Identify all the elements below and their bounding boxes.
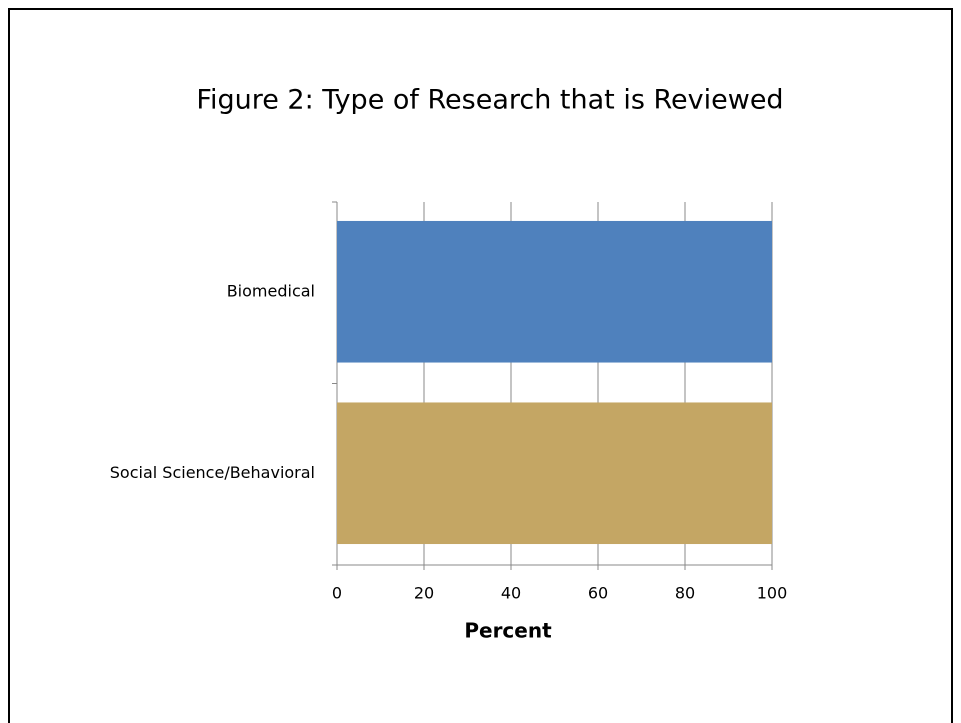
x-tick-label: 60: [588, 584, 608, 603]
x-axis-label: Percent: [464, 619, 552, 643]
x-tick-label: 20: [414, 584, 434, 603]
y-tick-label: Biomedical: [227, 281, 315, 300]
bar: [337, 402, 772, 545]
x-tick-label: 80: [675, 584, 695, 603]
x-tick-label: 100: [757, 584, 788, 603]
chart-title: Figure 2: Type of Research that is Revie…: [196, 85, 783, 116]
y-tick-label: Social Science/Behavioral: [110, 463, 315, 482]
x-tick-label: 0: [332, 584, 342, 603]
bar: [337, 220, 772, 363]
x-tick-label: 40: [501, 584, 521, 603]
frame: [8, 8, 953, 723]
